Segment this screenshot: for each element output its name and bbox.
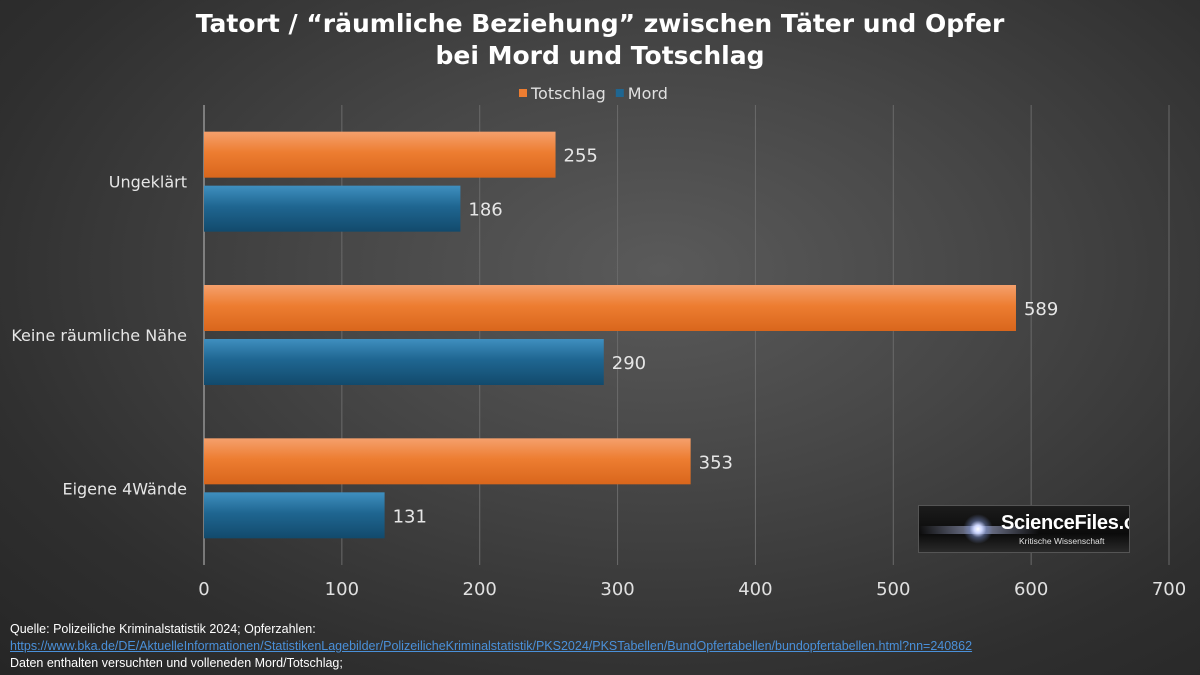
legend-label: Totschlag	[530, 84, 606, 103]
category-label: Keine räumliche Nähe	[11, 326, 187, 345]
bar-totschlag	[204, 285, 1016, 331]
x-tick-labels: 0 100 200 300 400 500 600 700	[198, 579, 1186, 600]
x-tick-label: 0	[198, 579, 209, 600]
x-tick-label: 600	[1014, 579, 1048, 600]
category-labels: Ungeklärt Keine räumliche Nähe Eigene 4Wän…	[11, 173, 187, 499]
data-label: 255	[564, 146, 598, 167]
chart-title-line-2: bei Mord und Totschlag	[436, 41, 765, 70]
bars	[204, 131, 1016, 539]
x-tick-label: 100	[325, 579, 359, 600]
chart-title-line-1: Tatort / “räumliche Beziehung” zwischen …	[196, 9, 1005, 38]
x-tick-label: 300	[600, 579, 634, 600]
logo-tagline: Kritische Wissenschaft	[1019, 536, 1105, 546]
x-tick-label: 700	[1152, 579, 1186, 600]
bar-mord	[204, 185, 461, 232]
legend-swatch	[615, 89, 624, 97]
data-label: 353	[699, 452, 733, 473]
x-tick-label: 400	[738, 579, 772, 600]
logo-star-icon	[963, 514, 993, 544]
data-label: 131	[393, 506, 427, 527]
sciencefiles-logo: ScienceFiles.org Kritische Wissenschaft	[918, 505, 1130, 553]
source-line: Quelle: Polizeiliche Kriminalstatistik 2…	[10, 622, 316, 636]
x-tick-label: 500	[876, 579, 910, 600]
bar-mord	[204, 492, 385, 539]
source-note: Quelle: Polizeiliche Kriminalstatistik 2…	[10, 621, 972, 672]
bar-mord	[204, 339, 604, 385]
data-label: 290	[612, 353, 646, 374]
category-label: Ungeklärt	[109, 173, 187, 192]
data-label: 186	[468, 200, 502, 221]
data-note: Daten enthalten versuchten und vollenede…	[10, 656, 343, 670]
x-tick-label: 200	[463, 579, 497, 600]
logo-name: ScienceFiles.org	[1001, 512, 1129, 534]
gridlines	[203, 105, 1170, 565]
legend-swatch	[519, 89, 527, 97]
source-link[interactable]: https://www.bka.de/DE/AktuelleInformatio…	[10, 639, 973, 653]
data-labels: 255 186 589 290 353 131	[393, 146, 1059, 528]
bar-totschlag	[204, 131, 556, 178]
legend: Totschlag Mord	[519, 84, 668, 103]
category-label: Eigene 4Wände	[62, 479, 187, 498]
legend-label: Mord	[628, 84, 668, 103]
data-label: 589	[1024, 299, 1058, 320]
bar-totschlag	[204, 438, 691, 485]
